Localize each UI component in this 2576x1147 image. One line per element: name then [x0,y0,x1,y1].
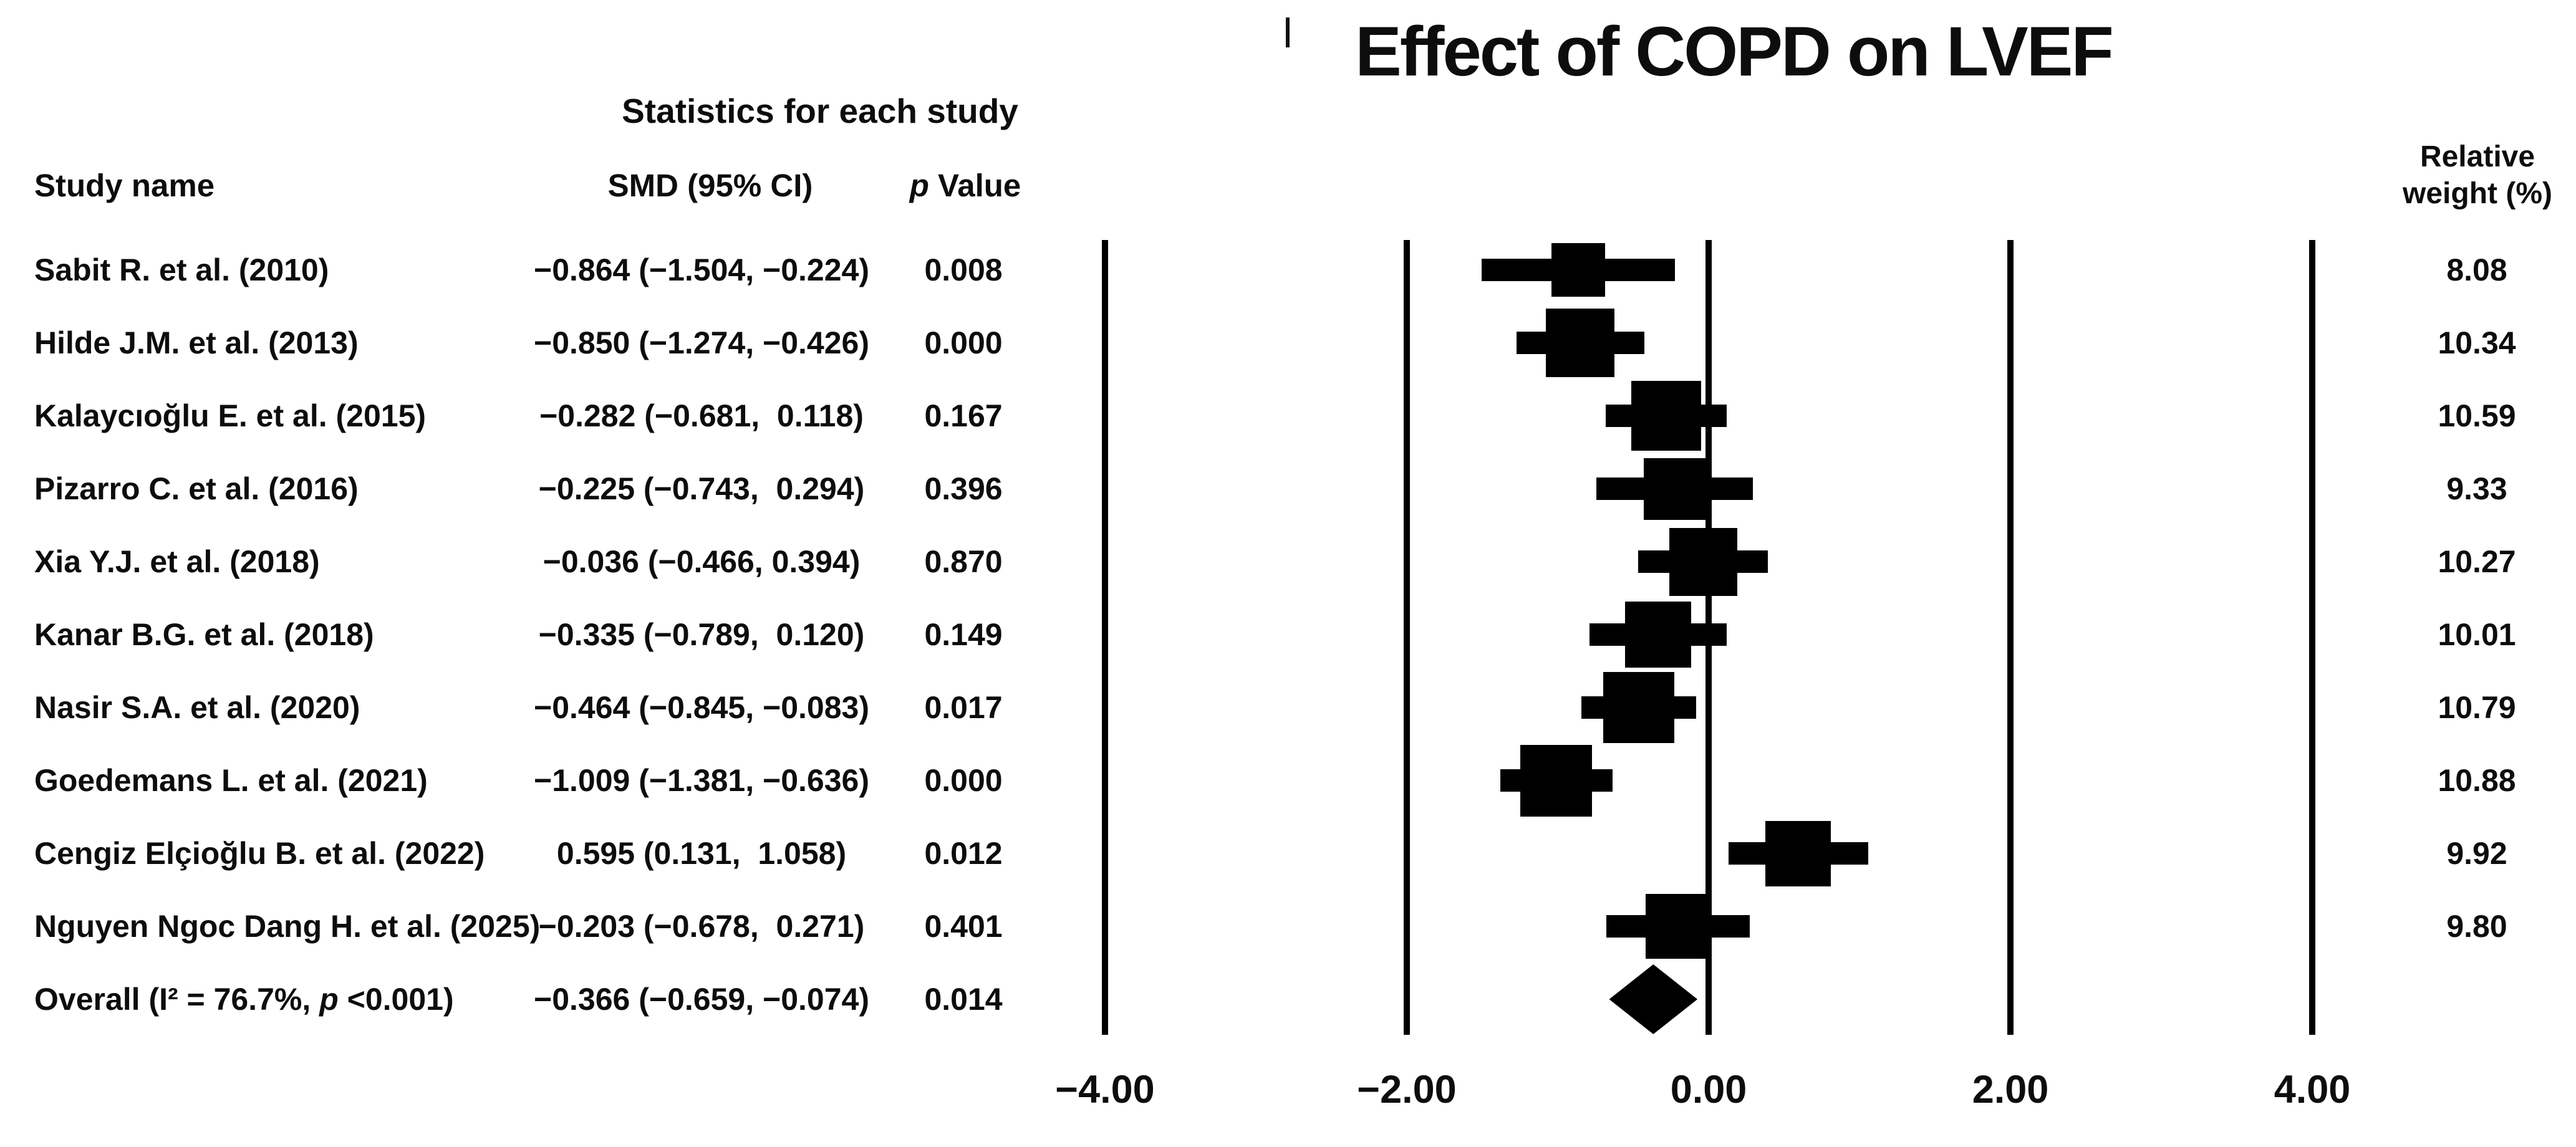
p-value-header-italic-p: p [909,168,929,203]
point-estimate-square [1631,381,1701,451]
axis-reference-line [2309,240,2315,1035]
point-estimate-square [1546,309,1615,377]
p-value: 0.014 [924,982,1003,1017]
smd-ci-value: −1.009 (−1.381, −0.636) [534,763,869,798]
relative-weight-value: 8.08 [2446,252,2507,287]
smd-ci-value: −0.225 (−0.743, 0.294) [538,471,865,506]
study-name: Pizarro C. et al. (2016) [34,471,359,506]
column-header-smd-ci: SMD (95% CI) [607,168,813,203]
p-value: 0.000 [924,325,1003,360]
study-name: Xia Y.J. et al. (2018) [34,544,320,579]
axis-reference-line [1404,240,1410,1035]
point-estimate-square [1765,820,1831,886]
overall-effect-diamond [1609,964,1698,1034]
relative-weight-value: 10.88 [2438,763,2516,798]
axis-reference-line [2007,240,2014,1035]
p-value: 0.167 [924,398,1003,433]
chart-title: Effect of COPD on LVEF [1355,12,2114,90]
point-estimate-square [1669,527,1737,596]
overall-label: Overall (I² = 76.7%, p <0.001) [34,982,454,1017]
relative-weight-value: 10.27 [2438,544,2516,579]
relative-weight-value: 10.34 [2438,325,2516,360]
column-header-study-name: Study name [34,168,215,203]
p-value: 0.396 [924,471,1003,506]
relative-weight-value: 10.79 [2438,690,2516,725]
x-axis-tick-label: −4.00 [1055,1068,1155,1111]
p-value: 0.008 [924,252,1003,287]
smd-ci-value: 0.595 (0.131, 1.058) [556,836,847,871]
x-axis-tick-label: −2.00 [1357,1068,1457,1111]
smd-ci-value: −0.850 (−1.274, −0.426) [534,325,869,360]
x-axis-tick-label: 2.00 [1972,1068,2049,1111]
study-name: Nasir S.A. et al. (2020) [34,690,360,725]
study-name: Cengiz Elçioğlu B. et al. (2022) [34,836,485,871]
column-header-relative-weight: Relative weight (%) [2403,138,2552,212]
point-estimate-square [1520,744,1593,817]
study-name: Goedemans L. et al. (2021) [34,763,428,798]
smd-ci-value: −0.366 (−0.659, −0.074) [534,982,869,1017]
axis-reference-line [1102,240,1108,1035]
point-estimate-square [1603,672,1674,743]
stats-group-header: Statistics for each study [622,92,1018,130]
p-value: 0.401 [924,909,1003,944]
relative-weight-value: 9.80 [2446,909,2507,944]
study-name: Kanar B.G. et al. (2018) [34,617,374,652]
relative-weight-value: 10.01 [2438,617,2516,652]
smd-ci-value: −0.203 (−0.678, 0.271) [538,909,865,944]
relative-weight-header-line1: Relative [2419,140,2535,173]
p-value: 0.870 [924,544,1003,579]
relative-weight-value: 9.33 [2446,471,2507,506]
study-name: Sabit R. et al. (2010) [34,252,329,287]
point-estimate-square [1645,894,1710,959]
point-estimate-square [1644,458,1706,520]
p-value-header-rest: Value [929,168,1021,203]
smd-ci-value: −0.335 (−0.789, 0.120) [538,617,865,652]
p-value: 0.000 [924,763,1003,798]
relative-weight-value: 10.59 [2438,398,2516,433]
scan-artifact-mark [1286,17,1290,47]
study-name: Kalaycıoğlu E. et al. (2015) [34,398,427,433]
column-header-p-value: p Value [910,167,1021,204]
p-value: 0.149 [924,617,1003,652]
relative-weight-header-line2: weight (%) [2403,177,2552,210]
p-value: 0.012 [924,836,1003,871]
smd-ci-value: −0.036 (−0.466, 0.394) [543,544,861,579]
relative-weight-value: 9.92 [2446,836,2507,871]
point-estimate-square [1624,602,1691,668]
point-estimate-square [1551,243,1605,297]
study-name: Nguyen Ngoc Dang H. et al. (2025) [34,909,541,944]
p-value: 0.017 [924,690,1003,725]
overall-label-italic-p: p [319,982,339,1017]
x-axis-tick-label: 4.00 [2274,1068,2351,1111]
x-axis-tick-label: 0.00 [1670,1068,1747,1111]
smd-ci-value: −0.864 (−1.504, −0.224) [534,252,869,287]
smd-ci-value: −0.282 (−0.681, 0.118) [539,398,864,433]
study-name: Hilde J.M. et al. (2013) [34,325,359,360]
smd-ci-value: −0.464 (−0.845, −0.083) [534,690,869,725]
